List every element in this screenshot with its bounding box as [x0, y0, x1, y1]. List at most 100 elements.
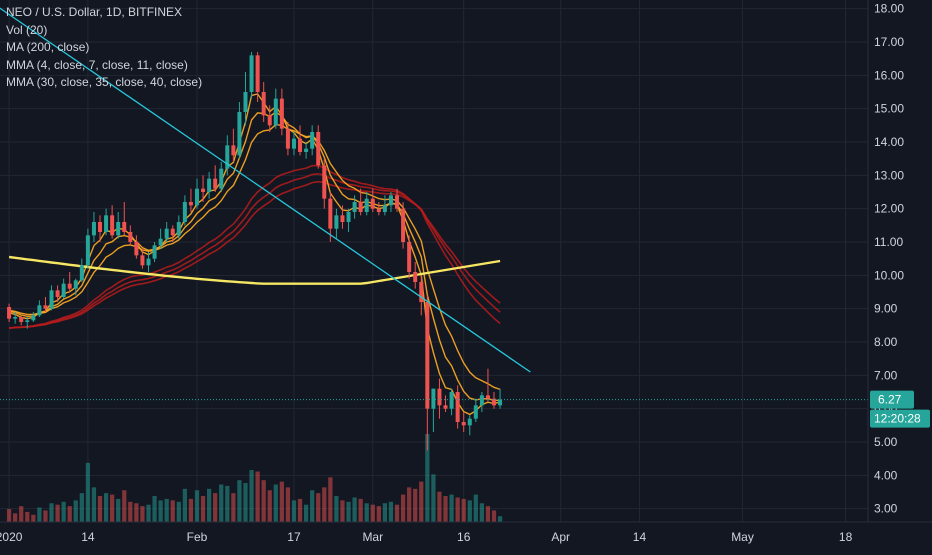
- volume-bars: [6, 434, 503, 522]
- y-tick-label: 4.00: [874, 468, 898, 482]
- volume-bar: [73, 500, 78, 522]
- volume-bar: [134, 503, 139, 522]
- x-tick-label: Apr: [551, 530, 570, 544]
- x-axis[interactable]: 2020 14 Feb 17 Mar 16 Apr 14 May 18: [0, 521, 932, 544]
- volume-bar: [364, 503, 369, 522]
- candle-body: [467, 418, 472, 426]
- candle-body: [7, 307, 12, 319]
- volume-bar: [116, 498, 121, 522]
- volume-bar: [55, 504, 60, 522]
- candle-body: [231, 145, 236, 156]
- candle-body: [334, 215, 339, 229]
- candle-body: [376, 208, 381, 212]
- legend-symbol[interactable]: NEO / U.S. Dollar, 1D, BITFINEX: [6, 5, 183, 19]
- volume-bar: [334, 496, 339, 522]
- candle-body: [328, 198, 333, 229]
- legend-mma-slow[interactable]: MMA (30, close, 35, close, 40, close): [6, 75, 203, 89]
- volume-bar: [231, 493, 236, 522]
- candlesticks: [7, 52, 503, 451]
- volume-bar: [267, 490, 272, 522]
- volume-bar: [140, 506, 145, 522]
- volume-bar: [85, 462, 91, 522]
- ma200-line: [8, 255, 501, 285]
- volume-bar: [449, 494, 454, 522]
- candle-body: [37, 305, 42, 316]
- y-tick-label: 16.00: [874, 68, 904, 82]
- y-tick-label: 14.00: [874, 135, 904, 149]
- volume-bar: [237, 480, 242, 522]
- candle-body: [407, 242, 412, 272]
- volume-bar: [225, 485, 230, 522]
- volume-bar: [291, 500, 297, 522]
- volume-bar: [255, 471, 260, 522]
- volume-bar: [340, 500, 345, 522]
- volume-bar: [194, 490, 200, 522]
- volume-bar: [122, 490, 127, 522]
- volume-bar: [285, 487, 291, 522]
- y-tick-label: 13.00: [874, 168, 904, 182]
- y-axis[interactable]: 3.004.005.006.007.008.009.0010.0011.0012…: [867, 0, 904, 522]
- y-tick-label: 12.00: [874, 202, 904, 216]
- candle-body: [104, 215, 109, 232]
- x-tick-label: 18: [839, 530, 853, 544]
- candle-body: [401, 208, 406, 242]
- volume-bar: [394, 504, 400, 522]
- y-tick-label: 9.00: [874, 302, 898, 316]
- volume-bar: [473, 494, 478, 522]
- candle-body: [461, 422, 466, 426]
- candle-body: [431, 388, 436, 409]
- candle-body: [116, 222, 121, 236]
- candle-body: [443, 405, 448, 409]
- volume-bar: [164, 498, 169, 522]
- candle-body: [382, 205, 387, 212]
- candle-body: [304, 148, 309, 152]
- volume-bar: [328, 477, 333, 522]
- volume-bar: [152, 496, 157, 522]
- candle-body: [98, 222, 103, 232]
- volume-bar: [261, 480, 266, 522]
- candle-body: [79, 265, 84, 281]
- volume-bar: [376, 506, 381, 522]
- x-tick-label: 14: [633, 530, 647, 544]
- candle-body: [249, 55, 254, 92]
- volume-bar: [497, 516, 503, 522]
- volume-bar: [407, 487, 412, 522]
- candle-body: [146, 258, 151, 266]
- candle-body: [388, 195, 393, 206]
- y-tick-label: 7.00: [874, 368, 898, 382]
- candle-body: [322, 165, 327, 199]
- legend-volume[interactable]: Vol (20): [6, 22, 48, 37]
- candle-body: [298, 138, 303, 152]
- candle-body: [273, 98, 278, 126]
- volume-bar: [370, 504, 375, 522]
- volume-bar: [176, 501, 181, 522]
- candle-body: [73, 280, 78, 289]
- legend-ma[interactable]: MA (200, close): [6, 40, 90, 54]
- y-tick-label: 8.00: [874, 335, 898, 349]
- candle-body: [134, 242, 139, 256]
- candle-body: [449, 392, 454, 409]
- candle-body: [55, 290, 60, 297]
- trendline[interactable]: [0, 2, 531, 373]
- candle-body: [395, 195, 400, 209]
- candle-body: [219, 168, 224, 189]
- candle-body: [194, 188, 199, 206]
- candle-body: [498, 399, 503, 406]
- candle-body: [213, 178, 218, 189]
- x-tick-label: Feb: [187, 530, 208, 544]
- y-tick-label: 10.00: [874, 268, 904, 282]
- volume-bar: [310, 490, 315, 522]
- volume-bar: [13, 513, 18, 522]
- candle-body: [285, 128, 290, 149]
- candle-body: [170, 228, 175, 236]
- volume-bar: [158, 500, 163, 522]
- volume-bar: [303, 504, 309, 522]
- candle-body: [13, 317, 18, 319]
- volume-bar: [170, 500, 175, 522]
- candle-body: [182, 202, 187, 222]
- candle-body: [437, 388, 442, 406]
- volume-bar: [61, 501, 66, 522]
- legend-mma-fast[interactable]: MMA (4, close, 7, close, 11, close): [6, 57, 188, 72]
